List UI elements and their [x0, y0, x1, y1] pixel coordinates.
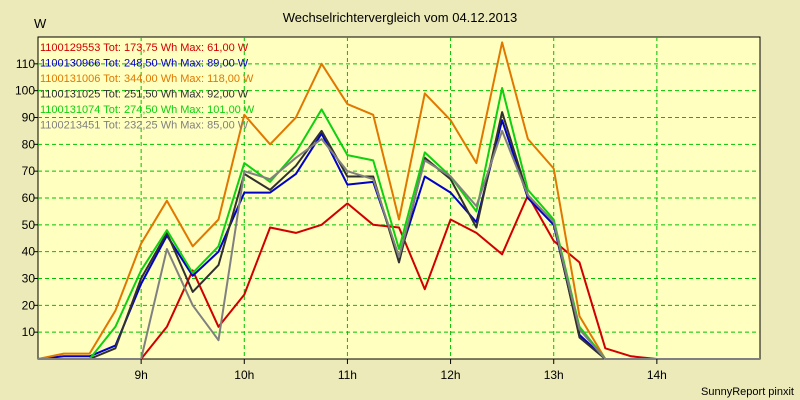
footer-label: SunnyReport pinxit	[701, 386, 794, 398]
x-tick-label: 12h	[441, 368, 461, 382]
legend-entry-1100213451: 1100213451 Tot: 232,25 Wh Max: 85,00 W	[40, 120, 249, 132]
y-tick-label: 60	[22, 191, 36, 205]
grid	[38, 37, 760, 359]
y-tick-label: 10	[22, 325, 36, 339]
y-tick-label: 110	[16, 57, 35, 71]
legend-entry-1100131074: 1100131074 Tot: 274,50 Wh Max: 101,00 W	[40, 104, 255, 116]
series-line-1100213451	[38, 129, 760, 360]
x-tick-label: 13h	[544, 368, 564, 382]
y-tick-label: 100	[15, 84, 35, 98]
legend: 1100129553 Tot: 173,75 Wh Max: 61,00 W 11…	[40, 42, 255, 132]
y-axis: 10 20 30 40 50 60 70 80 90 100 110	[15, 57, 38, 339]
y-axis-label: W	[34, 16, 47, 31]
y-tick-label: 50	[22, 218, 36, 232]
x-tick-label: 9h	[134, 368, 147, 382]
x-tick-label: 11h	[338, 368, 357, 382]
legend-entry-1100131006: 1100131006 Tot: 344,00 Wh Max: 118,00 W	[40, 73, 254, 85]
x-tick-label: 10h	[234, 368, 254, 382]
chart-title: Wechselrichtervergleich vom 04.12.2013	[283, 10, 518, 25]
y-tick-label: 80	[22, 137, 36, 151]
y-tick-label: 70	[22, 164, 36, 178]
legend-entry-1100130966: 1100130966 Tot: 248,50 Wh Max: 89,00 W	[40, 58, 249, 70]
series-lines	[37, 41, 760, 360]
x-tick-label: 14h	[647, 368, 667, 382]
y-tick-label: 20	[22, 298, 36, 312]
x-axis: 9h 10h 11h 12h 13h 14h	[134, 359, 667, 382]
legend-entry-1100129553: 1100129553 Tot: 173,75 Wh Max: 61,00 W	[40, 42, 249, 54]
y-tick-label: 40	[22, 245, 36, 259]
y-tick-label: 90	[22, 111, 36, 125]
series-line-1100129553	[38, 194, 760, 360]
legend-entry-1100131025: 1100131025 Tot: 251,50 Wh Max: 92,00 W	[40, 89, 249, 101]
y-tick-label: 30	[22, 272, 36, 286]
